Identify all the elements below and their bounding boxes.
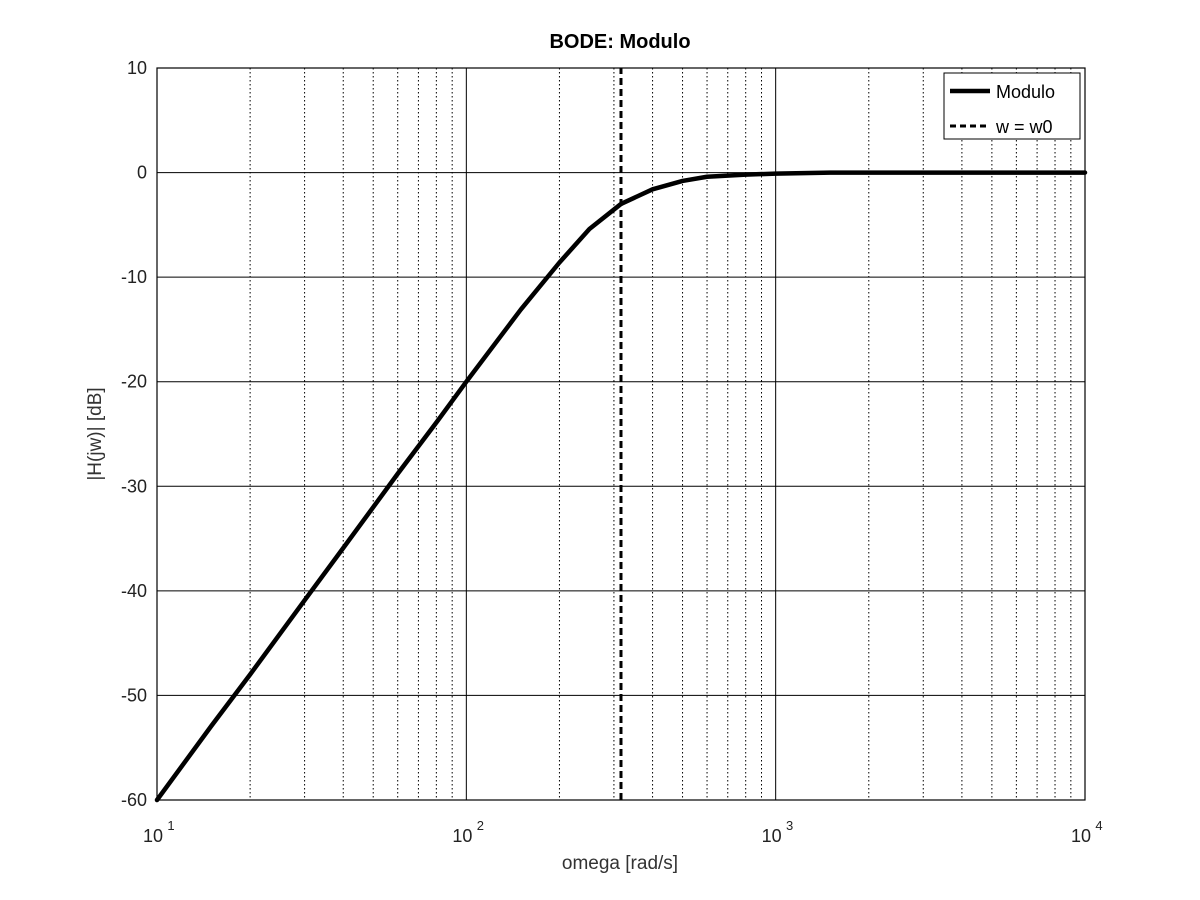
y-tick-label: 10: [127, 58, 147, 78]
legend: Modulo w = w0: [943, 72, 1081, 140]
x-tick-label-exponent: 2: [477, 818, 484, 833]
chart-title: BODE: Modulo: [549, 31, 690, 53]
y-tick-label: -30: [121, 476, 147, 496]
series-layer: [154, 68, 1088, 803]
y-tick-label: -60: [121, 790, 147, 810]
y-tick-label: -40: [121, 581, 147, 601]
x-tick-label-base: 10: [143, 826, 163, 846]
x-tick-label-exponent: 3: [786, 818, 793, 833]
x-tick-label-exponent: 4: [1095, 818, 1102, 833]
legend-label-modulo: Modulo: [996, 82, 1055, 102]
x-tick-label-base: 10: [762, 826, 782, 846]
x-tick-label-base: 10: [1071, 826, 1091, 846]
plot-frame: [156, 67, 1086, 801]
x-tick-label-exponent: 1: [167, 818, 174, 833]
x-tick-label-base: 10: [452, 826, 472, 846]
legend-label-w0: w = w0: [995, 117, 1053, 137]
tick-labels: 10 0 -10 -20 -30 -40 -50 -60 10 1 10 2 10 3 10 4: [121, 58, 1103, 846]
x-axis-label: omega [rad/s]: [562, 853, 678, 874]
legend-box: [943, 72, 1081, 140]
y-tick-label: -50: [121, 685, 147, 705]
y-tick-label: 0: [137, 163, 147, 183]
axes: [156, 67, 1086, 801]
y-tick-label: -20: [121, 372, 147, 392]
y-axis-label: |H(jw)| [dB]: [85, 387, 106, 480]
series-line-modulo: [154, 170, 1088, 803]
y-tick-label: -10: [121, 267, 147, 287]
